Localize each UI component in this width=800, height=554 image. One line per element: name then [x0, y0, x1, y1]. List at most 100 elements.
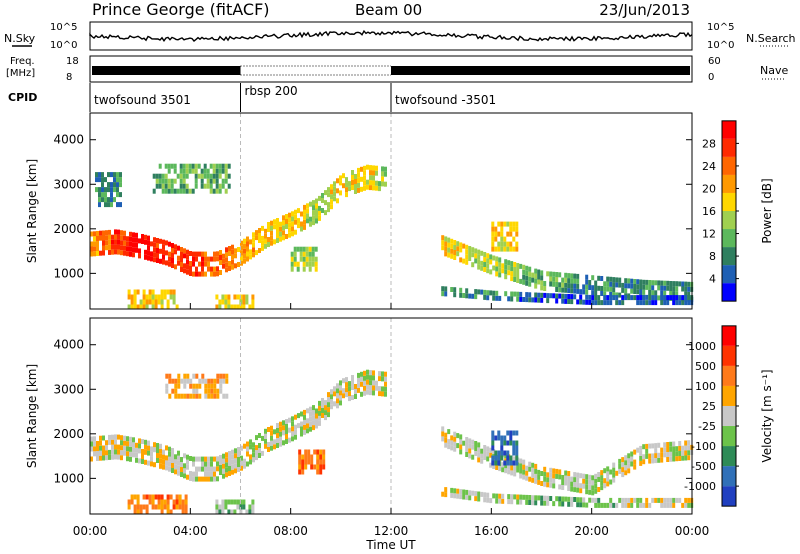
power-cell — [110, 202, 113, 208]
power-cell — [576, 283, 580, 289]
velocity-cell — [567, 496, 571, 502]
power-cell — [576, 278, 580, 284]
power-cell — [176, 188, 180, 194]
power-cell — [107, 197, 110, 203]
power-cell — [180, 257, 183, 262]
velocity-cell — [151, 499, 155, 505]
power-cell — [453, 255, 457, 260]
power-cell — [243, 243, 246, 249]
power-cell — [308, 246, 312, 252]
velocity-cell — [333, 401, 336, 407]
power-cell — [219, 250, 222, 255]
velocity-cell — [597, 477, 601, 482]
power-cell — [351, 175, 354, 180]
power-cell — [372, 185, 375, 191]
velocity-cell — [510, 465, 514, 471]
velocity-cell — [291, 416, 294, 422]
velocity-cell — [189, 456, 192, 461]
power-cell — [444, 241, 448, 247]
power-cell — [110, 187, 113, 193]
power-cell — [495, 295, 499, 301]
velocity-cell — [147, 450, 150, 456]
velocity-cell — [96, 441, 99, 446]
velocity-cell — [675, 456, 679, 462]
cpid-segment-label: twofsound 3501 — [94, 93, 191, 107]
power-cell — [312, 200, 315, 206]
velocity-cell — [345, 382, 348, 388]
power-cell — [113, 177, 116, 183]
power-cell — [207, 261, 210, 267]
velocity-cell — [147, 460, 150, 466]
power-cell — [105, 235, 108, 241]
power-cell — [515, 246, 519, 252]
velocity-cell — [579, 483, 583, 489]
power-cell — [117, 244, 120, 250]
velocity-cell — [501, 498, 505, 504]
power-cell — [651, 300, 655, 306]
power-cell — [270, 235, 273, 241]
power-cell — [588, 299, 592, 305]
power-cell — [156, 238, 159, 243]
velocity-cell — [663, 452, 667, 458]
velocity-cell — [633, 497, 637, 503]
power-cell — [107, 172, 110, 178]
power-cell — [180, 247, 183, 252]
power-cell — [224, 299, 228, 305]
power-cell — [215, 304, 219, 310]
velocity-cell — [519, 499, 523, 505]
velocity-cell — [681, 450, 685, 456]
velocity-cell — [258, 443, 261, 448]
power-cell — [600, 276, 604, 281]
velocity-cell — [189, 378, 193, 384]
velocity-cell — [491, 430, 495, 436]
power-cell — [110, 197, 113, 203]
velocity-cell — [648, 453, 652, 459]
power-cell — [570, 299, 574, 305]
velocity-cell — [633, 464, 637, 470]
velocity-cell — [298, 464, 302, 470]
velocity-cell — [453, 446, 457, 452]
power-cell — [291, 216, 294, 222]
power-cell — [120, 250, 123, 256]
velocity-cell — [591, 480, 595, 486]
velocity-cell — [348, 386, 351, 392]
power-cell — [179, 168, 183, 174]
velocity-cell — [336, 393, 339, 399]
power-cell — [663, 285, 667, 291]
velocity-cell — [177, 465, 180, 471]
velocity-cell — [624, 460, 628, 466]
velocity-cell — [126, 436, 129, 442]
velocity-cell — [639, 455, 643, 461]
velocity-cell — [612, 502, 616, 508]
power-cell — [162, 239, 165, 245]
velocity-cell — [145, 494, 149, 500]
power-cell — [255, 235, 258, 241]
velocity-cell — [177, 383, 181, 389]
power-cell — [531, 272, 535, 278]
velocity-cell — [210, 476, 213, 482]
power-cell — [570, 288, 574, 294]
power-cell — [204, 271, 207, 277]
velocity-cell — [249, 444, 252, 450]
power-cell — [290, 256, 294, 262]
velocity-cell — [594, 497, 598, 503]
power-cell — [116, 182, 119, 188]
power-cell — [209, 178, 213, 184]
power-cell — [302, 256, 306, 262]
velocity-cell — [210, 393, 214, 399]
velocity-ytick-label: 3000 — [53, 382, 84, 396]
power-cell — [167, 163, 171, 169]
power-cell — [519, 263, 523, 269]
power-cell — [453, 250, 457, 255]
power-cell — [273, 219, 276, 225]
power-cell — [258, 238, 261, 243]
power-cell — [510, 266, 514, 272]
power-cell — [185, 183, 189, 189]
power-cell — [465, 288, 469, 294]
time-axis-label: Time UT — [365, 538, 416, 552]
velocity-cell — [591, 475, 595, 481]
power-colorbar-swatch — [722, 174, 736, 193]
power-cell — [657, 280, 661, 286]
power-cell — [270, 220, 273, 226]
power-cell — [522, 297, 526, 302]
